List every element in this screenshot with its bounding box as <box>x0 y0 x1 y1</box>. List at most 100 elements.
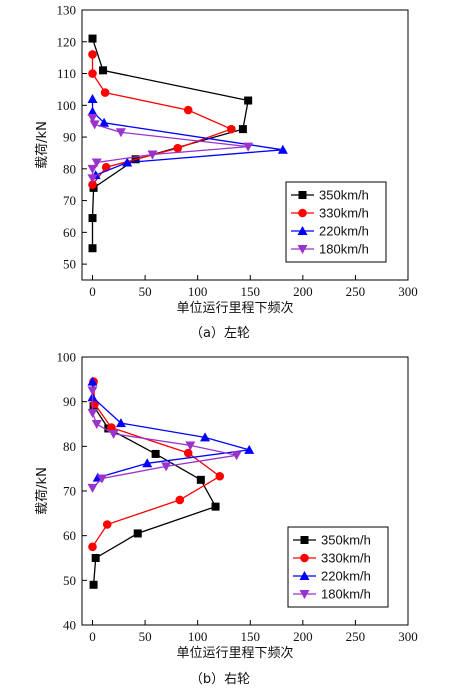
data-point <box>108 429 119 439</box>
series-180km-per-h <box>87 386 242 493</box>
data-point <box>87 483 98 493</box>
y-axis-title: 载荷/kN <box>35 121 50 169</box>
y-tick-label: 90 <box>63 394 76 409</box>
data-point <box>122 157 133 167</box>
legend-label: 220km/h <box>321 569 371 584</box>
y-tick-label: 100 <box>57 98 77 113</box>
y-tick-label: 70 <box>63 193 76 208</box>
data-point <box>133 529 142 538</box>
y-tick-label: 80 <box>63 161 76 176</box>
data-point <box>91 420 102 429</box>
data-point <box>231 451 242 461</box>
series-330km-per-h <box>88 50 236 190</box>
legend-marker <box>298 208 307 218</box>
data-point <box>87 386 98 396</box>
data-point <box>100 88 110 97</box>
data-point <box>183 105 193 115</box>
series-line <box>91 54 234 186</box>
x-tick-label: 250 <box>346 629 366 644</box>
chart-caption: （b）右轮 <box>190 672 250 687</box>
legend-item: 180km/h <box>291 242 369 257</box>
data-point <box>87 376 98 386</box>
data-point <box>196 475 205 484</box>
data-point <box>147 150 158 160</box>
data-point <box>91 554 100 562</box>
data-point <box>87 174 98 184</box>
data-point <box>88 244 97 253</box>
data-point <box>88 69 97 78</box>
y-tick-label: 50 <box>63 257 76 272</box>
legend: 350km/h 330km/h 220km/h 180km/h <box>285 181 387 263</box>
legend-label: 180km/h <box>319 242 369 257</box>
data-point <box>91 158 102 168</box>
legend-item: 350km/h <box>291 188 369 203</box>
legend-label: 220km/h <box>319 224 369 239</box>
data-point <box>89 120 100 130</box>
data-point <box>244 444 255 454</box>
data-point <box>211 502 220 511</box>
x-tick-label: 50 <box>139 284 152 299</box>
y-tick-label: 60 <box>63 225 76 240</box>
series-350km-per-h <box>88 34 253 253</box>
plot-frame <box>81 9 409 281</box>
y-tick-label: 130 <box>57 3 77 18</box>
chart-caption: （a）左轮 <box>190 326 250 341</box>
data-point <box>87 114 98 123</box>
data-point <box>88 214 97 223</box>
data-point <box>238 125 247 134</box>
data-point <box>102 520 112 529</box>
data-point <box>87 106 98 116</box>
data-point <box>88 34 97 43</box>
y-tick-label: 60 <box>63 528 76 543</box>
x-tick-label: 100 <box>188 284 208 299</box>
data-point <box>87 93 98 103</box>
data-point <box>227 124 236 134</box>
data-point <box>87 164 98 174</box>
y-tick-label: 110 <box>57 66 76 81</box>
data-point <box>161 462 172 472</box>
legend-item: 330km/h <box>291 206 369 221</box>
legend-marker <box>300 536 309 544</box>
data-point <box>173 143 182 153</box>
data-point <box>185 441 196 451</box>
chart-panel-a: 0 50 100 150 200 250 300 50 60 70 80 90 100 110 120 130… <box>35 3 418 342</box>
data-point <box>277 144 288 154</box>
y-tick-label: 90 <box>63 130 76 145</box>
data-point <box>88 50 97 59</box>
legend-marker <box>297 226 308 235</box>
legend-label: 350km/h <box>319 188 369 203</box>
x-tick-label: 250 <box>346 284 366 299</box>
y-axis-title: 载荷/kN <box>35 467 50 515</box>
y-tick-label: 100 <box>57 350 77 365</box>
data-point <box>243 142 254 152</box>
legend-item: 330km/h <box>293 551 371 566</box>
data-point <box>87 408 98 418</box>
legend-label: 330km/h <box>319 206 369 221</box>
data-point <box>151 449 160 458</box>
y-tick-label: 40 <box>63 618 76 633</box>
y-tick-label: 50 <box>63 573 76 588</box>
legend-marker <box>299 571 310 580</box>
data-point <box>99 66 108 75</box>
legend-label: 330km/h <box>321 551 371 566</box>
y-tick-label: 80 <box>63 439 76 454</box>
data-point <box>89 580 98 589</box>
x-tick-label: 50 <box>139 629 152 644</box>
legend-label: 180km/h <box>321 587 371 602</box>
series-180km-per-h <box>87 114 254 184</box>
data-point <box>175 495 185 505</box>
x-tick-label: 200 <box>293 284 313 299</box>
x-axis-title: 单位运行里程下频次 <box>176 645 293 661</box>
legend: 350km/h 330km/h 220km/h 180km/h <box>287 526 389 608</box>
x-tick-label: 150 <box>241 284 261 299</box>
data-point <box>107 423 116 432</box>
legend-item: 180km/h <box>293 587 371 602</box>
data-point <box>99 117 110 127</box>
x-tick-label: 300 <box>398 284 418 299</box>
x-tick-label: 100 <box>188 629 208 644</box>
data-point <box>115 418 126 428</box>
chart-panel-b: 0 50 100 150 200 250 300405060708090100单位运行里程下… <box>35 350 418 688</box>
legend-label: 350km/h <box>321 533 371 548</box>
x-tick-label: 0 <box>89 284 96 299</box>
series-330km-per-h <box>88 377 225 552</box>
